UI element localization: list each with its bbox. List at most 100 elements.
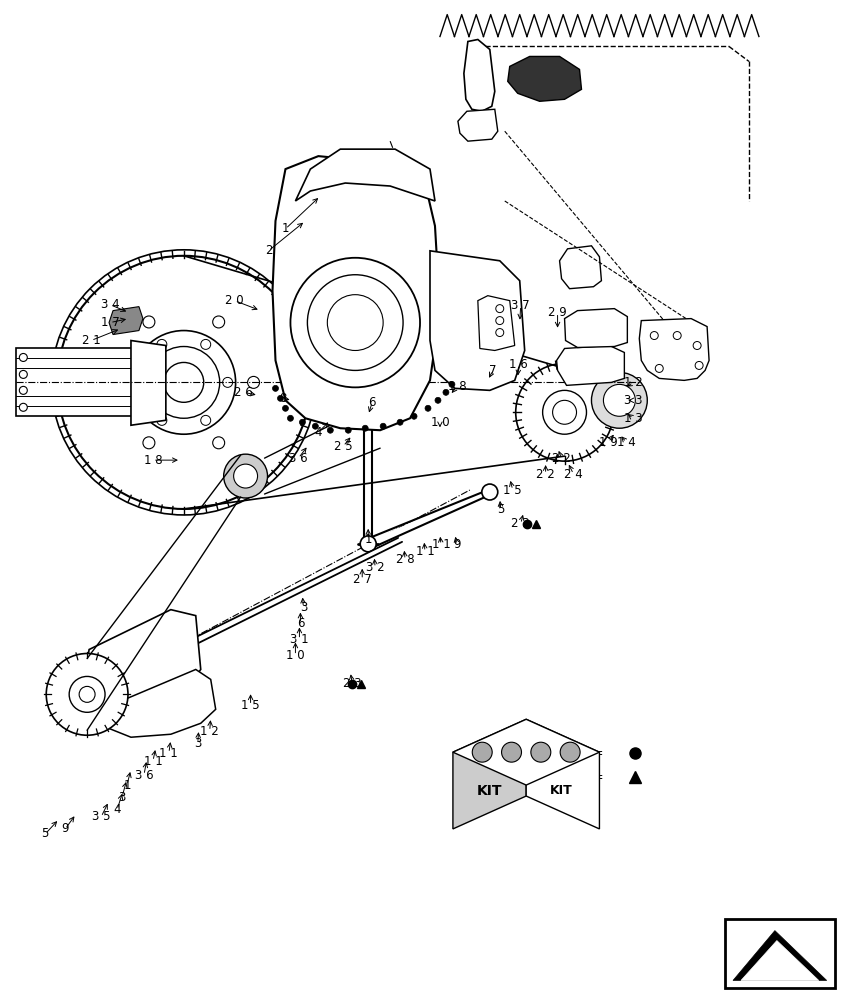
Polygon shape [526, 719, 599, 829]
Polygon shape [508, 56, 581, 101]
Circle shape [496, 329, 503, 337]
Circle shape [307, 275, 403, 370]
Circle shape [496, 305, 503, 313]
Text: 1 6: 1 6 [509, 358, 528, 371]
Polygon shape [565, 309, 627, 347]
Circle shape [300, 419, 306, 425]
Polygon shape [741, 941, 818, 980]
Text: 3: 3 [300, 601, 307, 614]
Text: 3 6: 3 6 [134, 769, 153, 782]
Text: 9: 9 [453, 538, 461, 551]
Text: 1 8: 1 8 [448, 380, 467, 393]
Circle shape [20, 353, 27, 361]
Circle shape [449, 381, 455, 387]
Circle shape [290, 258, 420, 387]
Circle shape [272, 385, 278, 391]
Circle shape [247, 376, 259, 388]
Text: 1 0: 1 0 [286, 649, 305, 662]
Text: 1 4: 1 4 [617, 436, 636, 449]
Polygon shape [16, 348, 141, 416]
Circle shape [591, 372, 647, 428]
Text: 1 1: 1 1 [431, 538, 450, 551]
Text: 7: 7 [489, 364, 496, 377]
Circle shape [411, 413, 417, 419]
Circle shape [693, 342, 701, 349]
Circle shape [515, 363, 614, 461]
Text: 1: 1 [123, 779, 131, 792]
Circle shape [223, 377, 233, 387]
Polygon shape [478, 296, 514, 350]
Circle shape [553, 400, 577, 424]
Circle shape [201, 415, 211, 425]
Text: 2 9: 2 9 [548, 306, 567, 319]
Circle shape [473, 742, 492, 762]
Circle shape [234, 464, 258, 488]
Text: 4: 4 [113, 803, 121, 816]
Text: 1 0: 1 0 [431, 416, 449, 429]
Text: 5: 5 [42, 827, 49, 840]
Circle shape [143, 437, 155, 449]
Circle shape [148, 346, 220, 418]
Circle shape [46, 654, 128, 735]
Circle shape [655, 364, 663, 372]
Text: 2 4: 2 4 [564, 468, 583, 481]
Text: 6: 6 [368, 396, 376, 409]
Text: 1 5: 1 5 [241, 699, 260, 712]
Circle shape [397, 419, 403, 425]
Circle shape [425, 405, 431, 411]
Circle shape [380, 423, 386, 429]
Text: 2 7: 2 7 [353, 573, 372, 586]
Text: 1 1: 1 1 [144, 755, 163, 768]
Polygon shape [131, 341, 166, 425]
Circle shape [277, 395, 283, 401]
Text: 9: 9 [62, 822, 69, 835]
Circle shape [560, 742, 580, 762]
Text: 2: 2 [265, 244, 272, 257]
Circle shape [673, 332, 681, 340]
Polygon shape [560, 246, 602, 289]
Text: 3 7: 3 7 [511, 299, 530, 312]
Text: KIT: KIT [550, 784, 573, 797]
Text: 3 9=: 3 9= [575, 771, 603, 784]
Polygon shape [295, 149, 435, 201]
Polygon shape [453, 719, 599, 785]
Circle shape [362, 425, 368, 431]
Text: 1 1: 1 1 [159, 747, 178, 760]
Text: 2 2: 2 2 [552, 452, 571, 465]
Text: 6: 6 [297, 617, 304, 630]
Polygon shape [109, 307, 143, 335]
Circle shape [201, 339, 211, 349]
Text: 3 1: 3 1 [290, 633, 309, 646]
Text: 1 1: 1 1 [416, 545, 434, 558]
Circle shape [327, 295, 383, 350]
Circle shape [345, 427, 351, 433]
Circle shape [157, 339, 167, 349]
Text: 1 9: 1 9 [599, 436, 618, 449]
Circle shape [212, 316, 224, 328]
Circle shape [482, 484, 498, 500]
Circle shape [212, 437, 224, 449]
Text: 2 0: 2 0 [225, 294, 244, 307]
Text: 1 3: 1 3 [624, 412, 643, 425]
Text: 4: 4 [315, 426, 322, 439]
Circle shape [327, 427, 333, 433]
Circle shape [79, 686, 95, 702]
Circle shape [651, 332, 658, 340]
Polygon shape [85, 610, 201, 714]
Text: 3: 3 [118, 791, 126, 804]
Text: 2 6: 2 6 [235, 386, 253, 399]
Text: 3 4: 3 4 [101, 298, 119, 311]
Text: 2 3: 2 3 [511, 517, 530, 530]
Polygon shape [272, 156, 440, 430]
Circle shape [435, 397, 441, 403]
Text: 1 7: 1 7 [101, 316, 119, 329]
Circle shape [543, 390, 586, 434]
Circle shape [695, 361, 703, 369]
Polygon shape [458, 109, 498, 141]
Text: 1: 1 [365, 533, 372, 546]
Text: 2 2: 2 2 [536, 468, 555, 481]
Circle shape [143, 316, 155, 328]
Text: 1 2: 1 2 [624, 376, 643, 389]
Circle shape [108, 376, 120, 388]
Text: 3 2: 3 2 [366, 561, 384, 574]
